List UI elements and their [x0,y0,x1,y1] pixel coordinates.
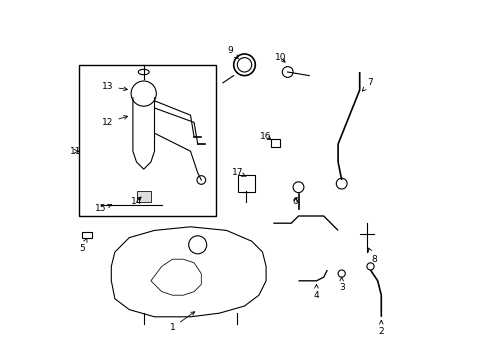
Text: 4: 4 [313,284,319,300]
Text: 7: 7 [362,78,373,91]
Text: 1: 1 [169,312,194,332]
Text: 9: 9 [227,46,238,59]
Text: 10: 10 [274,53,285,62]
Text: 13: 13 [102,82,127,91]
Text: 17: 17 [231,168,245,177]
Text: 8: 8 [368,248,376,264]
Text: 15: 15 [95,204,112,213]
PathPatch shape [136,191,151,202]
Text: 11: 11 [69,147,81,156]
Text: 14: 14 [131,197,142,206]
Text: 16: 16 [260,132,271,141]
Text: 12: 12 [102,116,127,127]
Text: 3: 3 [338,277,344,292]
Text: 5: 5 [80,238,87,253]
Text: 6: 6 [291,197,297,206]
Text: 2: 2 [378,320,384,336]
